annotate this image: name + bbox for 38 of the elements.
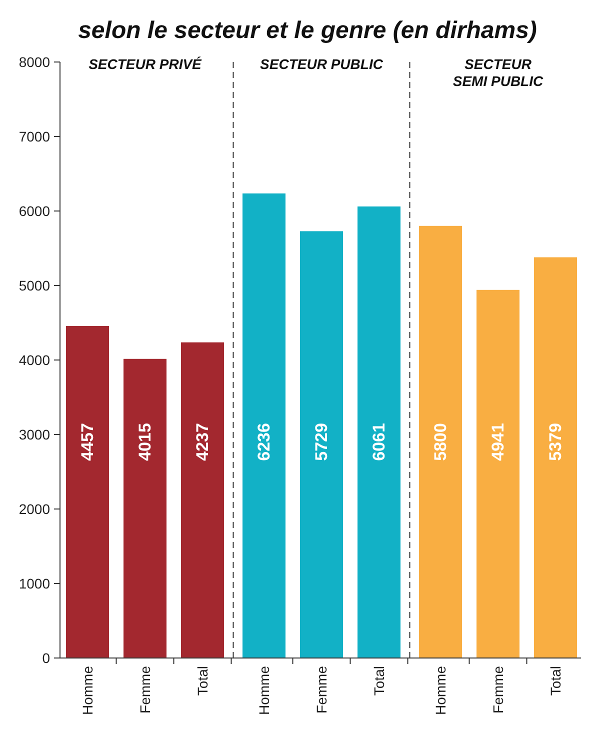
bar (476, 290, 520, 658)
annotation: SECTEUR SEMI PUBLIC (452, 56, 544, 89)
y-tick-label: 3000 (18, 426, 50, 442)
y-tick-label: 2000 (18, 501, 50, 517)
bar (242, 193, 286, 658)
y-tick-label: 1000 (18, 576, 50, 592)
data-label: 4237 (193, 423, 212, 461)
x-tick-label: Femme (314, 666, 330, 714)
bar (358, 206, 400, 658)
x-tick-label: Total (194, 666, 210, 696)
y-tick-label: 8000 (18, 54, 50, 70)
y-tick-label: 7000 (18, 128, 50, 144)
x-tick-label: Homme (432, 666, 448, 716)
data-label: 4941 (488, 423, 508, 461)
bar (66, 326, 109, 658)
data-label: 5729 (312, 423, 331, 461)
data-label: 4015 (136, 423, 154, 461)
y-tick-label: 0 (42, 650, 50, 666)
x-tick-label: Femme (490, 666, 506, 714)
bar (300, 231, 343, 658)
annotation: SECTEUR PRIVÉ (88, 56, 202, 72)
chart-title: selon le secteur et le genre (en dirhams) (78, 17, 537, 44)
data-label: 6236 (254, 423, 274, 461)
bar (124, 358, 166, 658)
data-label: 6061 (370, 423, 388, 461)
x-tick-label: Total (371, 666, 387, 696)
x-tick-label: Homme (80, 666, 96, 716)
x-tick-label: Femme (137, 666, 153, 714)
data-label: 5379 (546, 423, 565, 461)
y-tick-label: 5000 (18, 278, 50, 294)
y-tick-label: 6000 (18, 203, 50, 219)
x-tick-label: Homme (256, 666, 272, 716)
data-label: 4457 (78, 423, 97, 461)
data-label: 5800 (431, 423, 450, 461)
y-tick-label: 4000 (18, 352, 50, 368)
bar (534, 257, 577, 658)
x-tick-label: Total (548, 666, 564, 696)
annotation: SECTEUR PUBLIC (260, 56, 384, 72)
